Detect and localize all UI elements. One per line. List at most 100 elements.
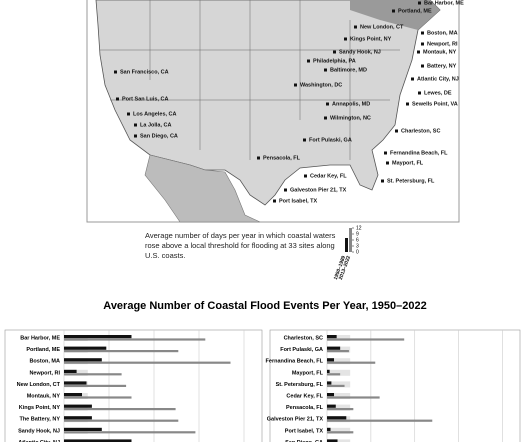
row-band bbox=[327, 393, 351, 399]
site-marker bbox=[114, 70, 117, 74]
site-marker bbox=[384, 151, 387, 155]
site-marker bbox=[344, 37, 347, 41]
site-label: Philadelphia, PA bbox=[313, 58, 356, 64]
y-tick-label: St. Petersburg, FL bbox=[276, 382, 324, 388]
site-marker bbox=[421, 42, 424, 46]
site-label: Fort Pulaski, GA bbox=[309, 137, 352, 143]
bar bbox=[327, 396, 380, 399]
bar bbox=[64, 384, 127, 387]
bar bbox=[327, 431, 354, 434]
legend-tick-label: 9 bbox=[356, 231, 359, 237]
bar bbox=[327, 393, 335, 397]
legend-tick-label: 3 bbox=[356, 243, 359, 249]
legend-tick-label: 0 bbox=[356, 249, 359, 255]
bar bbox=[327, 335, 337, 339]
bar bbox=[327, 384, 345, 387]
site-marker bbox=[417, 50, 420, 54]
bar bbox=[64, 416, 92, 420]
site-label: Atlantic City, NJ bbox=[417, 76, 459, 82]
site-marker bbox=[354, 25, 357, 29]
site-marker bbox=[134, 123, 137, 127]
site-label: Wilmington, NC bbox=[330, 115, 371, 121]
site-marker bbox=[421, 64, 424, 68]
y-tick-label: The Battery, NY bbox=[19, 417, 60, 423]
site-label: Newport, RI bbox=[427, 41, 458, 47]
bar bbox=[64, 350, 179, 353]
site-marker bbox=[421, 31, 424, 35]
site-label: St. Petersburg, FL bbox=[387, 178, 435, 184]
y-tick-label: Portland, ME bbox=[26, 347, 60, 353]
bar bbox=[327, 361, 376, 364]
site-marker bbox=[333, 50, 336, 54]
row-band bbox=[327, 335, 351, 341]
site-marker bbox=[324, 116, 327, 120]
site-label: Portland, ME bbox=[398, 8, 432, 14]
site-label: Los Angeles, CA bbox=[133, 111, 177, 117]
bar bbox=[64, 408, 176, 411]
site-marker bbox=[381, 179, 384, 183]
site-label: New London, CT bbox=[360, 24, 404, 30]
site-label: Pensacola, FL bbox=[263, 155, 301, 161]
bar bbox=[327, 404, 336, 408]
site-label: Battery, NY bbox=[427, 63, 457, 69]
site-label: Galveston Pier 21, TX bbox=[290, 187, 347, 193]
bar bbox=[327, 369, 330, 373]
site-marker bbox=[134, 134, 137, 138]
site-label: Bar Harbor, ME bbox=[424, 0, 464, 6]
bar bbox=[327, 439, 338, 442]
site-label: Lewes, DE bbox=[424, 90, 452, 96]
site-label: Montauk, NY bbox=[423, 49, 457, 55]
y-tick-label: Port Isabel, TX bbox=[285, 428, 324, 434]
site-marker bbox=[307, 59, 310, 63]
site-label: Baltimore, MD bbox=[330, 67, 367, 73]
site-marker bbox=[406, 102, 409, 106]
bar bbox=[327, 381, 332, 385]
y-tick-label: Atlantic City, NJ bbox=[18, 440, 60, 442]
site-marker bbox=[395, 129, 398, 133]
site-marker bbox=[127, 112, 130, 116]
site-label: Annapolis, MD bbox=[332, 101, 370, 107]
bar bbox=[64, 381, 87, 385]
y-tick-label: Cedar Key, FL bbox=[286, 393, 323, 399]
bar bbox=[327, 350, 349, 353]
row-band bbox=[327, 404, 351, 411]
y-tick-label: Sandy Hook, NJ bbox=[18, 428, 60, 434]
state-borders bbox=[100, 0, 400, 160]
site-label: Washington, DC bbox=[300, 82, 342, 88]
site-label: Charleston, SC bbox=[401, 128, 440, 134]
mexico-land bbox=[144, 154, 261, 223]
site-marker bbox=[386, 161, 389, 165]
site-marker bbox=[326, 102, 329, 106]
y-tick-label: Fernandina Beach, FL bbox=[266, 359, 324, 365]
site-marker bbox=[116, 97, 119, 101]
bar bbox=[64, 396, 132, 399]
bar bbox=[64, 404, 92, 408]
us-land bbox=[95, 0, 441, 206]
site-label: Boston, MA bbox=[427, 30, 458, 36]
y-tick-label: New London, CT bbox=[17, 382, 61, 388]
bar bbox=[327, 427, 331, 431]
bar bbox=[64, 427, 102, 431]
row-band bbox=[327, 427, 351, 434]
bar bbox=[64, 346, 107, 350]
row-band bbox=[327, 381, 351, 388]
site-marker bbox=[418, 1, 421, 5]
row-band bbox=[327, 369, 351, 376]
bar bbox=[327, 338, 405, 341]
canada-land bbox=[350, 0, 440, 30]
site-label: Kings Point, NY bbox=[350, 36, 392, 42]
site-label: Fernandina Beach, FL bbox=[390, 150, 448, 156]
site-label: San Diego, CA bbox=[140, 133, 178, 139]
y-tick-label: Montauk, NY bbox=[27, 393, 61, 399]
bar bbox=[64, 369, 77, 373]
site-marker bbox=[303, 138, 306, 142]
site-marker bbox=[411, 77, 414, 81]
site-label: Sewells Point, VA bbox=[412, 101, 458, 107]
bar bbox=[64, 393, 82, 397]
site-marker bbox=[257, 156, 260, 160]
site-marker bbox=[304, 174, 307, 178]
legend-swatch bbox=[345, 238, 348, 252]
site-label: Sandy Hook, NJ bbox=[339, 49, 381, 55]
